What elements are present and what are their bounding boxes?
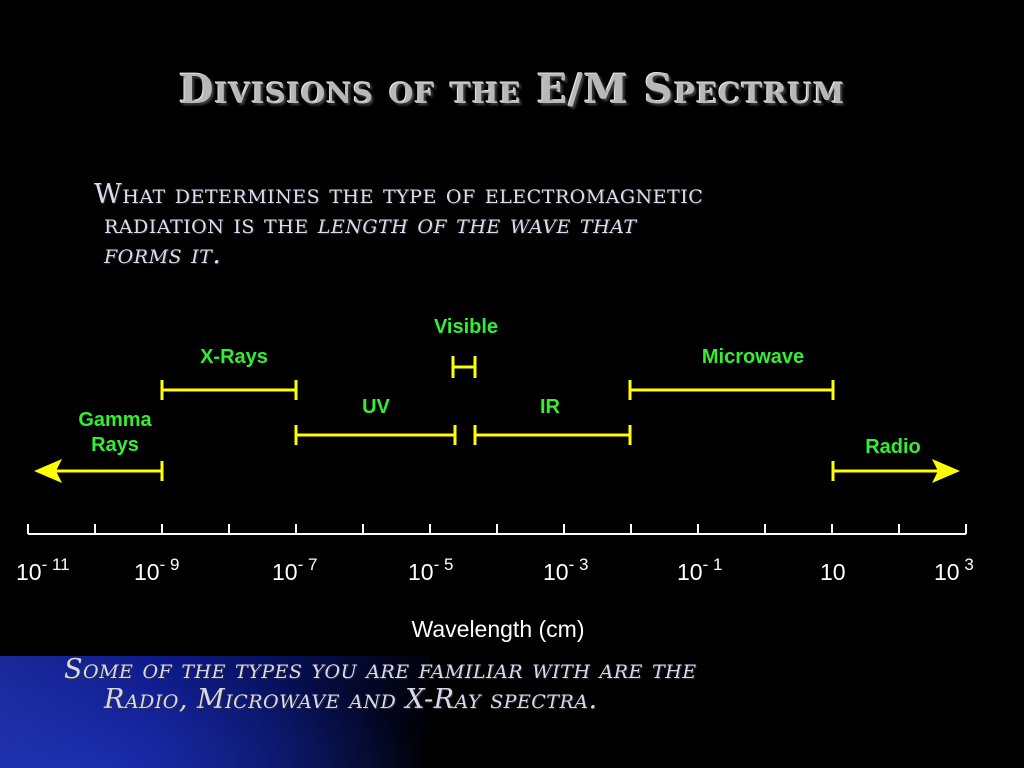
axis-label: Wavelength (cm)	[412, 616, 585, 642]
background-corner-gradient	[0, 656, 430, 768]
tick-label-0: 10- 11	[16, 555, 70, 585]
radio-arrow-right-icon	[932, 459, 960, 483]
wavelength-axis	[27, 524, 967, 535]
intro-emphasis: length of the wave that	[317, 209, 637, 240]
tick-label-1: 10- 9	[134, 555, 179, 585]
band-xrays	[160, 380, 298, 400]
slide-title: Divisions of the E/M Spectrum	[178, 66, 846, 113]
band-microwave	[628, 380, 835, 400]
intro-line-2: radiation is the length of the wave that	[94, 210, 954, 240]
intro-emphasis-line-3: forms it.	[104, 239, 222, 270]
em-spectrum-diagram: Visible X-Rays Microwave UV IR Gamma Ray…	[16, 316, 974, 642]
label-visible: Visible	[434, 316, 498, 338]
tick-label-6: 10	[820, 559, 846, 585]
band-uv	[294, 425, 457, 445]
tick-label-3: 10- 5	[408, 555, 453, 585]
footer-line-2: Radio, Microwave and X-Ray spectra.	[104, 684, 598, 715]
intro-paragraph: What determines the type of electromagne…	[94, 180, 954, 270]
tick-label-2: 10- 7	[272, 555, 317, 585]
band-visible	[451, 356, 477, 378]
tick-label-7: 10 3	[934, 555, 974, 585]
label-xrays: X-Rays	[200, 346, 268, 368]
label-gamma-line-1: Gamma	[78, 409, 152, 431]
footer-line-1: Some of the types you are familiar with …	[64, 654, 697, 685]
tick-label-4: 10- 3	[543, 555, 588, 585]
label-radio: Radio	[865, 436, 921, 458]
band-radio	[831, 461, 945, 481]
intro-text: radiation is the	[104, 209, 318, 240]
footer-paragraph: Some of the types you are familiar with …	[64, 655, 964, 715]
tick-labels: 10- 11 10- 9 10- 7 10- 5 10- 3 10- 1 10 …	[16, 555, 974, 585]
band-bars	[50, 356, 945, 481]
label-ir: IR	[540, 396, 561, 418]
tick-label-5: 10- 1	[677, 555, 722, 585]
label-microwave: Microwave	[702, 346, 804, 368]
label-gamma-line-2: Rays	[91, 434, 139, 456]
band-ir	[473, 425, 632, 445]
gamma-arrow-left-icon	[34, 459, 62, 483]
label-uv: UV	[362, 396, 390, 418]
band-gamma	[50, 461, 164, 481]
intro-line-1: What determines the type of electromagne…	[94, 179, 704, 210]
